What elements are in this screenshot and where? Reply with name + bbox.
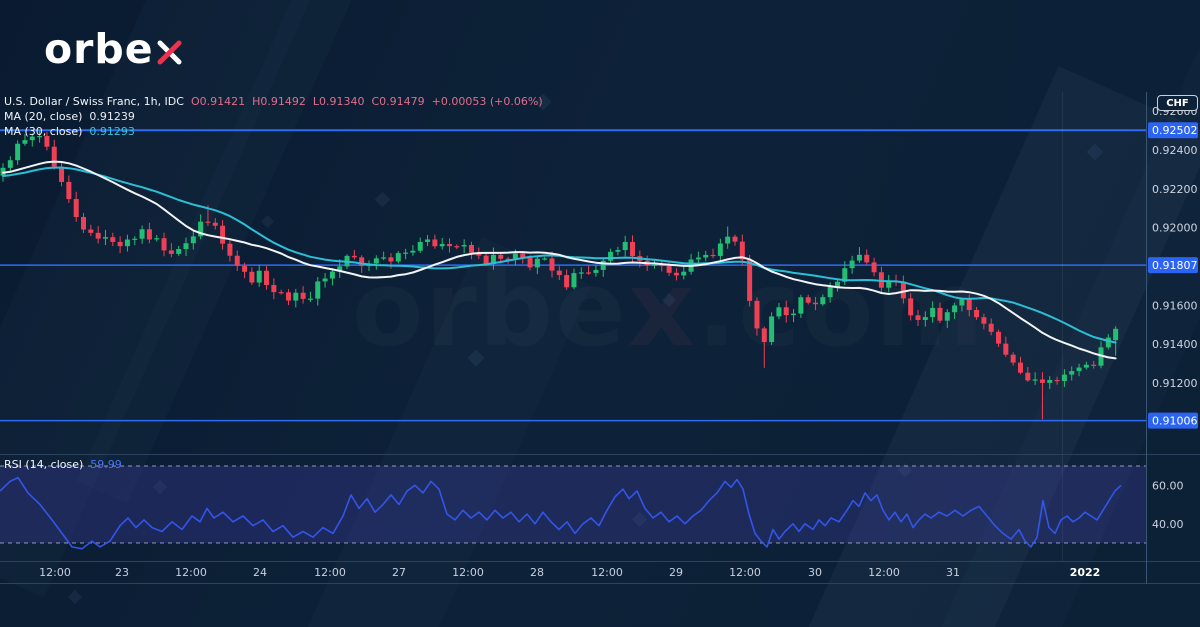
svg-text:12:00: 12:00	[868, 566, 900, 579]
svg-text:0.92502: 0.92502	[1152, 124, 1198, 137]
rsi-legend-row[interactable]: RSI (14, close) 59.99	[4, 458, 122, 471]
svg-text:0.92400: 0.92400	[1152, 144, 1198, 157]
svg-text:30: 30	[808, 566, 822, 579]
svg-text:0.92000: 0.92000	[1152, 222, 1198, 235]
svg-text:28: 28	[530, 566, 544, 579]
svg-text:12:00: 12:00	[452, 566, 484, 579]
svg-text:12:00: 12:00	[314, 566, 346, 579]
svg-text:12:00: 12:00	[39, 566, 71, 579]
ma30-row[interactable]: MA (30, close) 0.91293	[4, 124, 543, 139]
svg-text:27: 27	[392, 566, 406, 579]
svg-text:60.00: 60.00	[1152, 479, 1184, 492]
svg-text:0.92200: 0.92200	[1152, 183, 1198, 196]
svg-text:12:00: 12:00	[591, 566, 623, 579]
svg-text:0.91006: 0.91006	[1152, 415, 1198, 428]
symbol-row[interactable]: U.S. Dollar / Swiss Franc, 1h, IDC O0.91…	[4, 94, 543, 109]
svg-text:0.91807: 0.91807	[1152, 259, 1198, 272]
svg-text:29: 29	[669, 566, 683, 579]
svg-text:0.91200: 0.91200	[1152, 377, 1198, 390]
logo-text: orbe	[44, 24, 154, 73]
svg-text:23: 23	[115, 566, 129, 579]
ohlc-change: +0.00053 (+0.06%)	[431, 95, 543, 108]
svg-text:12:00: 12:00	[175, 566, 207, 579]
svg-text:31: 31	[946, 566, 960, 579]
ma20-label: MA (20, close)	[4, 110, 83, 123]
ohlc-high: H0.91492	[252, 95, 306, 108]
ohlc-open: O0.91421	[190, 95, 246, 108]
symbol-title: U.S. Dollar / Swiss Franc, 1h, IDC	[4, 95, 184, 108]
svg-text:0.91600: 0.91600	[1152, 299, 1198, 312]
ma30-label: MA (30, close)	[4, 125, 83, 138]
orbex-logo: orbe	[44, 28, 183, 70]
rsi-label: RSI (14, close)	[4, 458, 84, 471]
svg-text:0.91400: 0.91400	[1152, 338, 1198, 351]
rsi-value: 59.99	[90, 458, 122, 471]
ohlc-close: C0.91479	[371, 95, 425, 108]
ma30-value: 0.91293	[89, 125, 135, 138]
ma20-row[interactable]: MA (20, close) 0.91239	[4, 109, 543, 124]
currency-toggle-chf[interactable]: CHF	[1157, 95, 1198, 111]
svg-text:2022: 2022	[1070, 566, 1101, 579]
logo-x-glyph	[156, 38, 183, 70]
svg-text:40.00: 40.00	[1152, 518, 1184, 531]
ohlc-low: L0.91340	[312, 95, 365, 108]
chart-legend: U.S. Dollar / Swiss Franc, 1h, IDC O0.91…	[4, 94, 543, 139]
svg-text:24: 24	[253, 566, 267, 579]
svg-text:12:00: 12:00	[729, 566, 761, 579]
ma20-value: 0.91239	[89, 110, 135, 123]
